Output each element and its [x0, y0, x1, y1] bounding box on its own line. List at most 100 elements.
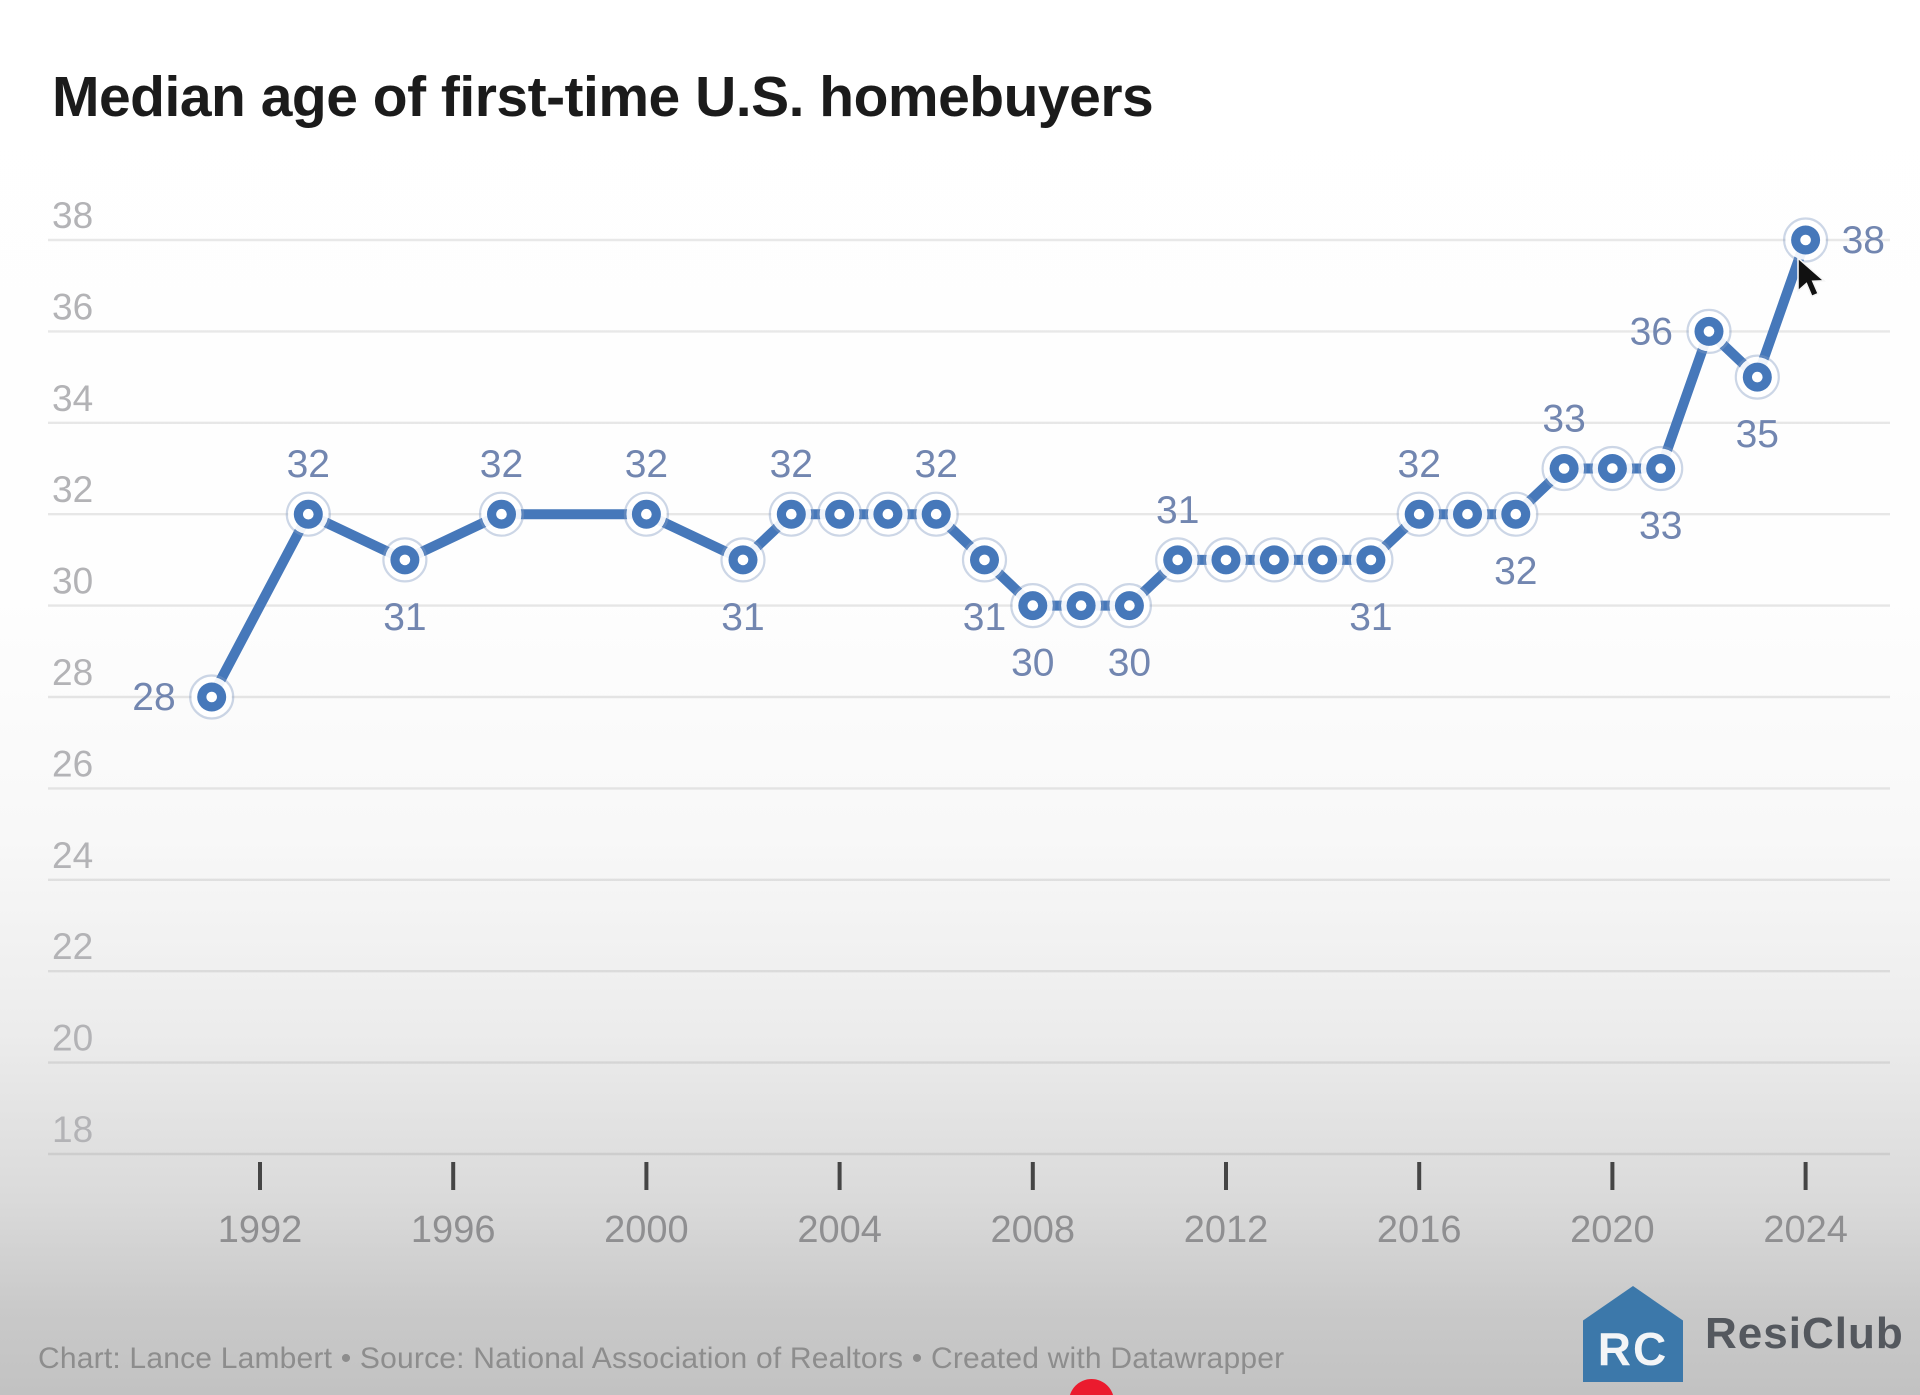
data-point-hole-1995	[399, 554, 411, 566]
y-axis-label-18: 18	[52, 1109, 93, 1150]
marker-halo-ring-2002	[720, 537, 766, 583]
data-point-hole-2018	[1510, 508, 1522, 520]
data-point-hole-2011	[1172, 554, 1183, 566]
data-point-hole-2014	[1317, 554, 1328, 566]
data-label-1991: 28	[132, 676, 175, 719]
data-point-hole-1993	[303, 508, 314, 520]
x-axis-label-2008: 2008	[991, 1209, 1076, 1251]
data-label-2007: 31	[963, 596, 1006, 639]
data-point-hole-2022	[1703, 326, 1715, 337]
data-point-hole-2003	[786, 508, 797, 520]
marker-halo-ring-2005	[865, 491, 911, 537]
data-point-hole-2007	[979, 554, 990, 566]
data-point-hole-2000	[641, 508, 652, 520]
marker-halo-ring-2021	[1638, 445, 1684, 492]
data-label-1995: 31	[383, 596, 426, 639]
data-point-hole-2008	[1027, 600, 1039, 611]
logo-monogram: RC	[1597, 1323, 1669, 1375]
marker-halo-ring-2015	[1348, 537, 1394, 583]
trend-line	[206, 235, 1811, 702]
marker-halo-ring-2018	[1493, 491, 1539, 537]
marker-halo-ring-2004	[816, 491, 863, 537]
marker-halo-ring-2024	[1782, 217, 1829, 263]
x-axis-label-2000: 2000	[604, 1209, 689, 1251]
mouse-cursor-icon	[1797, 258, 1827, 298]
data-point-hole-1991	[206, 691, 217, 703]
marker-halo-ring-2022	[1686, 308, 1732, 354]
marker-halo-ring-2020	[1589, 445, 1636, 492]
data-label-2000: 32	[625, 443, 668, 486]
data-point-hole-2013	[1269, 554, 1280, 566]
x-axis-label-1992: 1992	[218, 1209, 303, 1251]
y-axis-label-26: 26	[52, 743, 93, 784]
marker-halo-ring-1997	[478, 491, 525, 537]
marker-halo-ring-2010	[1106, 582, 1153, 629]
data-label-2011: 31	[1156, 489, 1199, 532]
data-point-hole-2005	[882, 508, 894, 520]
y-axis-label-24: 24	[52, 835, 93, 876]
y-axis-label-34: 34	[52, 378, 93, 419]
data-point-hole-2004	[834, 508, 845, 520]
data-label-2006: 32	[915, 443, 958, 486]
marker-halo-ring-1991	[189, 674, 235, 720]
data-point-hole-2015	[1365, 554, 1377, 566]
data-point-hole-1997	[496, 508, 507, 520]
x-axis-label-2012: 2012	[1184, 1209, 1269, 1251]
marker-halo-ring-2019	[1541, 445, 1587, 492]
y-axis-label-28: 28	[52, 652, 93, 693]
y-axis-label-20: 20	[52, 1018, 93, 1059]
marker-halo-ring-2011	[1155, 537, 1201, 583]
x-axis-label-2016: 2016	[1377, 1209, 1462, 1251]
data-label-2010: 30	[1108, 642, 1151, 685]
data-point-hole-2006	[930, 508, 942, 520]
y-axis-label-38: 38	[52, 195, 93, 236]
chart-credit: Chart: Lance Lambert • Source: National …	[38, 1342, 1285, 1375]
resiclub-logo: RC ResiClub	[1583, 1286, 1904, 1382]
data-point-hole-2021	[1655, 463, 1666, 474]
data-label-2018: 32	[1494, 550, 1537, 593]
video-scrubber-dot[interactable]	[1069, 1379, 1114, 1395]
marker-halo-ring-1993	[285, 491, 331, 537]
data-label-2022: 36	[1630, 310, 1673, 353]
data-label-2024: 38	[1842, 219, 1885, 262]
marker-halo-ring-2013	[1251, 537, 1297, 583]
data-point-hole-2012	[1220, 554, 1232, 566]
marker-halo-ring-2008	[1010, 582, 1056, 629]
data-label-2019: 33	[1542, 398, 1585, 441]
marker-halo-ring-2009	[1058, 582, 1104, 629]
y-axis-label-32: 32	[52, 469, 93, 510]
marker-halo-ring-2006	[913, 491, 959, 537]
data-point-hole-2009	[1075, 600, 1087, 611]
data-point-hole-2016	[1413, 508, 1425, 520]
marker-halo-ring-2014	[1299, 537, 1346, 583]
data-label-2021: 33	[1639, 505, 1682, 548]
data-point-hole-2023	[1752, 371, 1763, 383]
chart-title: Median age of first-time U.S. homebuyers	[52, 65, 1154, 129]
data-label-2016: 32	[1398, 443, 1441, 486]
marker-halo-ring-1995	[382, 537, 428, 583]
marker-halo-ring-2000	[623, 491, 670, 537]
data-label-2015: 31	[1349, 596, 1392, 639]
data-point-hole-2010	[1124, 600, 1135, 611]
y-axis-label-30: 30	[52, 561, 93, 602]
y-axis-label-22: 22	[52, 926, 93, 967]
marker-halo-ring-2017	[1444, 491, 1491, 537]
x-axis-label-2020: 2020	[1570, 1209, 1655, 1251]
data-point-hole-2002	[737, 554, 749, 566]
x-axis-label-2024: 2024	[1763, 1209, 1848, 1251]
data-label-2002: 31	[721, 596, 764, 639]
marker-halo-ring-2023	[1734, 354, 1780, 400]
data-label-2008: 30	[1011, 642, 1054, 685]
logo-wordmark: ResiClub	[1705, 1309, 1904, 1358]
marker-halo-ring-2007	[961, 537, 1008, 583]
data-point-hole-2020	[1607, 463, 1618, 474]
data-point-hole-2017	[1462, 508, 1473, 520]
resiclub-house-icon: RC	[1583, 1286, 1683, 1382]
marker-halo-ring-2012	[1203, 537, 1249, 583]
marker-halo-ring-2016	[1396, 491, 1442, 537]
data-label-2003: 32	[770, 443, 813, 486]
x-axis-label-2004: 2004	[797, 1209, 882, 1251]
y-axis-label-36: 36	[52, 286, 93, 327]
